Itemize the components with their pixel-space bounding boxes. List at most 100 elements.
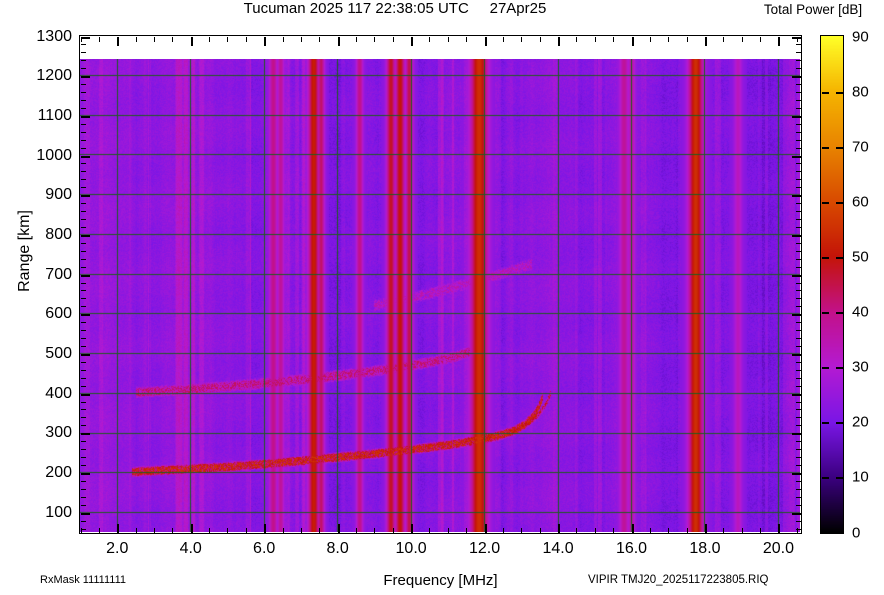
x-axis-minor-tick xyxy=(503,527,504,533)
y-axis-major-tick xyxy=(791,195,801,197)
y-axis-minor-tick xyxy=(80,60,86,61)
colorbar-tick xyxy=(835,257,843,259)
y-axis-minor-tick xyxy=(80,370,86,371)
colorbar[interactable] xyxy=(820,35,844,534)
y-axis-label: 1000 xyxy=(36,146,72,164)
x-axis-major-tick xyxy=(778,523,780,533)
x-axis-minor-tick xyxy=(742,527,743,533)
y-axis-minor-tick xyxy=(80,290,86,291)
y-axis-minor-tick xyxy=(795,489,801,490)
x-axis-minor-tick xyxy=(448,527,449,533)
colorbar-tick xyxy=(821,147,829,149)
y-axis-minor-tick xyxy=(80,417,86,418)
y-axis-minor-tick xyxy=(80,497,86,498)
y-axis-minor-tick xyxy=(795,92,801,93)
x-axis-minor-tick xyxy=(448,36,449,42)
y-axis-minor-tick xyxy=(80,362,86,363)
y-axis-minor-tick xyxy=(795,203,801,204)
x-axis-major-tick xyxy=(338,36,340,46)
x-axis-major-tick xyxy=(411,36,413,46)
y-axis-label: 300 xyxy=(45,424,72,442)
x-axis-major-tick xyxy=(485,523,487,533)
ionogram-data-canvas xyxy=(80,59,800,532)
x-axis-minor-tick xyxy=(356,527,357,533)
y-axis-major-tick xyxy=(791,235,801,237)
y-axis-major-tick xyxy=(80,195,90,197)
x-axis-minor-tick xyxy=(576,36,577,42)
x-axis-label: 4.0 xyxy=(179,540,202,557)
x-axis-minor-tick xyxy=(154,527,155,533)
y-axis-minor-tick xyxy=(795,52,801,53)
x-axis-label: 10.0 xyxy=(395,540,427,557)
y-axis-minor-tick xyxy=(795,298,801,299)
y-axis-minor-tick xyxy=(795,132,801,133)
x-axis-minor-tick xyxy=(687,527,688,533)
y-axis-minor-tick xyxy=(795,330,801,331)
colorbar-tick xyxy=(835,202,843,204)
x-axis-minor-tick xyxy=(595,527,596,533)
colorbar-label: 80 xyxy=(852,83,869,101)
x-axis-minor-tick xyxy=(283,527,284,533)
y-axis-minor-tick xyxy=(80,283,86,284)
x-axis-minor-tick xyxy=(466,36,467,42)
colorbar-tick xyxy=(835,422,843,424)
y-axis-minor-tick xyxy=(795,306,801,307)
y-axis-minor-tick xyxy=(80,521,86,522)
x-axis-major-tick xyxy=(558,36,560,46)
x-axis-minor-tick xyxy=(393,36,394,42)
x-axis-major-tick xyxy=(191,523,193,533)
y-axis-minor-tick xyxy=(80,489,86,490)
y-axis-minor-tick xyxy=(80,505,86,506)
colorbar-label: 20 xyxy=(852,413,869,431)
y-axis-major-tick xyxy=(80,76,90,78)
colorbar-tick xyxy=(821,422,829,424)
x-axis-minor-tick xyxy=(540,527,541,533)
y-axis-minor-tick xyxy=(795,227,801,228)
y-axis-label: 100 xyxy=(45,503,72,521)
heatmap-canvas xyxy=(80,59,800,532)
y-axis-major-tick xyxy=(80,156,90,158)
y-axis-minor-tick xyxy=(80,409,86,410)
colorbar-tick xyxy=(821,92,829,94)
x-axis-minor-tick xyxy=(246,36,247,42)
x-axis-minor-tick xyxy=(797,527,798,533)
x-axis-minor-tick xyxy=(209,36,210,42)
x-axis-minor-tick xyxy=(374,36,375,42)
y-axis-minor-tick xyxy=(795,402,801,403)
y-axis-major-tick xyxy=(791,473,801,475)
y-axis-minor-tick xyxy=(795,449,801,450)
x-axis-minor-tick xyxy=(521,527,522,533)
y-axis-minor-tick xyxy=(80,68,86,69)
x-axis-minor-tick xyxy=(301,527,302,533)
x-axis-minor-tick xyxy=(760,36,761,42)
x-axis-label: 2.0 xyxy=(106,540,129,557)
x-axis-major-tick xyxy=(632,36,634,46)
x-axis-minor-tick xyxy=(319,36,320,42)
y-axis-minor-tick xyxy=(795,140,801,141)
x-axis-minor-tick xyxy=(650,36,651,42)
y-axis-major-tick xyxy=(791,433,801,435)
x-axis-minor-tick xyxy=(668,36,669,42)
ionogram-plot[interactable] xyxy=(79,35,802,534)
y-axis-minor-tick xyxy=(795,148,801,149)
y-axis-minor-tick xyxy=(80,441,86,442)
x-axis-minor-tick xyxy=(283,36,284,42)
y-axis-minor-tick xyxy=(80,425,86,426)
y-axis-minor-tick xyxy=(80,259,86,260)
y-axis-major-tick xyxy=(80,235,90,237)
x-axis-minor-tick xyxy=(429,36,430,42)
y-axis-label: 500 xyxy=(45,344,72,362)
x-axis-minor-tick xyxy=(301,36,302,42)
x-axis-minor-tick xyxy=(374,527,375,533)
x-axis-minor-tick xyxy=(760,527,761,533)
x-axis-minor-tick xyxy=(503,36,504,42)
title-row: Tucuman 2025 117 22:38:05 UTC 27Apr25 To… xyxy=(0,0,884,22)
y-axis-label: 1100 xyxy=(37,106,72,124)
y-axis-major-tick xyxy=(791,37,801,39)
y-axis-major-tick xyxy=(80,473,90,475)
y-axis-minor-tick xyxy=(80,100,86,101)
y-axis-major-tick xyxy=(80,513,90,515)
y-axis-label: 1300 xyxy=(36,27,72,45)
y-axis-label: 900 xyxy=(45,186,72,204)
x-axis-major-tick xyxy=(705,36,707,46)
